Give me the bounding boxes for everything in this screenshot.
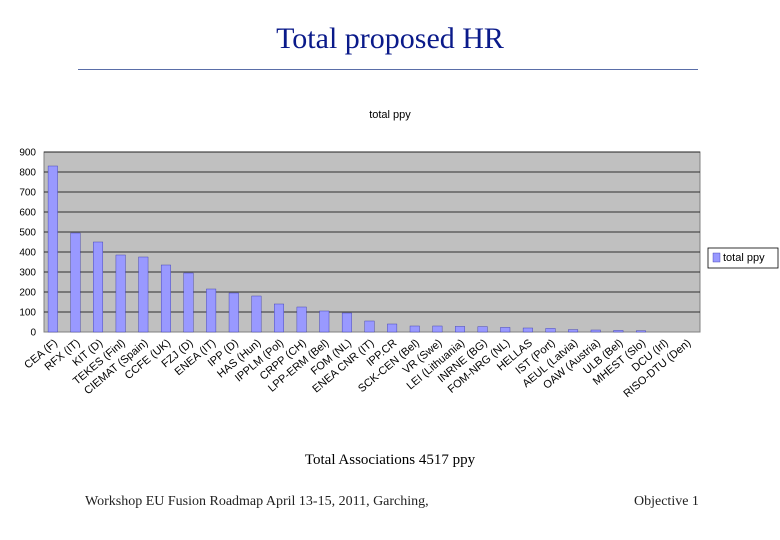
y-tick-label: 0 bbox=[30, 328, 36, 339]
y-tick-label: 900 bbox=[19, 148, 36, 159]
chart-title: total ppy bbox=[369, 109, 411, 121]
slide-title: Total proposed HR bbox=[276, 22, 504, 55]
bar bbox=[590, 329, 601, 333]
bar bbox=[432, 325, 443, 333]
bar bbox=[319, 310, 330, 333]
bar bbox=[341, 312, 352, 333]
y-tick-label: 600 bbox=[19, 208, 36, 219]
legend-box bbox=[707, 247, 779, 269]
bar bbox=[613, 330, 624, 333]
bar bbox=[387, 323, 398, 333]
legend-swatch bbox=[712, 252, 721, 263]
bar bbox=[183, 272, 194, 333]
bar bbox=[206, 288, 217, 333]
footer-event: Workshop EU Fusion Roadmap April 13-15, … bbox=[85, 494, 429, 509]
bar bbox=[455, 326, 465, 333]
y-tick-label: 400 bbox=[19, 248, 36, 259]
bar bbox=[115, 254, 126, 333]
bar bbox=[160, 264, 171, 333]
y-tick-label: 200 bbox=[19, 288, 36, 299]
bar bbox=[93, 241, 104, 333]
title-rule bbox=[78, 69, 698, 70]
plot-area bbox=[43, 151, 701, 333]
y-tick-label: 500 bbox=[19, 228, 36, 239]
bar bbox=[545, 328, 556, 333]
bar-chart: total ppy 0 100 200 300 400 500 600 700 800 900 CE… bbox=[0, 100, 780, 440]
bar bbox=[522, 327, 533, 333]
bar bbox=[477, 326, 488, 333]
y-tick-label: 100 bbox=[19, 308, 36, 319]
bar bbox=[296, 306, 307, 333]
bar bbox=[409, 325, 420, 333]
y-tick-label: 300 bbox=[19, 268, 36, 279]
bar bbox=[47, 165, 58, 333]
y-tick-label: 700 bbox=[19, 188, 36, 199]
bar bbox=[251, 295, 262, 333]
bar bbox=[636, 330, 646, 333]
chart-canvas: total ppy 0100200300400500600700800900CE… bbox=[19, 109, 779, 400]
bar bbox=[228, 292, 239, 333]
bar bbox=[138, 256, 149, 333]
bar bbox=[274, 303, 284, 333]
bar bbox=[568, 329, 579, 333]
y-tick-label: 800 bbox=[19, 168, 36, 179]
bar bbox=[364, 320, 375, 333]
total-associations-note: Total Associations 4517 ppy bbox=[304, 452, 476, 468]
legend-label: total ppy bbox=[723, 252, 765, 264]
footer-objective: Objective 1 bbox=[634, 494, 699, 509]
bar bbox=[70, 232, 81, 333]
bar bbox=[500, 327, 511, 333]
